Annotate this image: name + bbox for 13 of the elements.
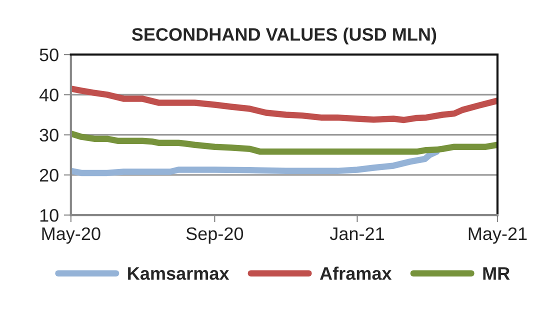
x-tick-label: May-20: [42, 227, 100, 244]
y-tick-label: 30: [40, 128, 58, 142]
x-tick-label: Jan-21: [330, 227, 384, 240]
x-tick-label: May-21: [468, 227, 527, 244]
y-tick-label: 20: [40, 168, 58, 182]
y-tick-label: 40: [39, 88, 58, 102]
legend-label: Kamsarmax: [128, 267, 230, 280]
x-tick-label: Sep-20: [186, 227, 244, 244]
chart-title: SECONDHAND VALUES (USD MLN): [132, 28, 436, 44]
y-tick-label: 10: [40, 209, 58, 222]
y-tick-label: 50: [40, 48, 58, 62]
legend-label: Aframax: [320, 266, 392, 280]
legend-label: MR: [483, 267, 510, 280]
